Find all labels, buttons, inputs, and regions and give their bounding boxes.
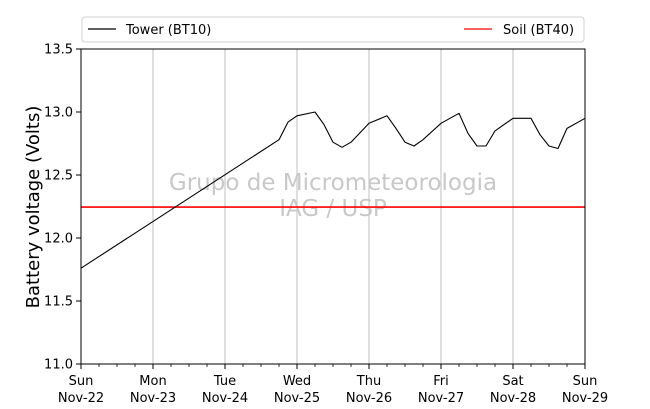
series-line-tower (80, 111, 586, 269)
legend-box (81, 16, 585, 43)
y-tick-label: 11.5 (44, 295, 73, 310)
x-tick-label-date: Nov-29 (562, 391, 608, 406)
y-tick-label: 12.0 (44, 232, 73, 247)
x-tick-label-day: Wed (283, 374, 311, 389)
legend: Tower (BT10) Soil (BT40) (81, 16, 585, 43)
y-tick-label: 13.0 (44, 106, 73, 121)
x-tick-label-date: Nov-23 (130, 391, 176, 406)
x-tick-label-day: Sat (502, 374, 523, 389)
x-tick-label-date: Nov-26 (346, 391, 392, 406)
x-tick-label-date: Nov-28 (490, 391, 536, 406)
x-tick-label-date: Nov-22 (58, 391, 104, 406)
x-tick-label-day: Thu (356, 374, 381, 389)
y-axis-label: Battery voltage (Volts) (23, 106, 44, 309)
y-tick-label: 13.5 (44, 43, 73, 58)
x-tick-label-day: Tue (213, 374, 236, 389)
y-tick-label: 11.0 (44, 358, 73, 373)
series-layer (80, 111, 586, 269)
x-tick-label-date: Nov-25 (274, 391, 320, 406)
x-tick-label-day: Fri (433, 374, 449, 389)
axes: Sun Nov-22 Mon Nov-23 Tue Nov-24 Wed Nov-25 Thu N… (44, 43, 608, 407)
legend-label-tower: Tower (BT10) (125, 23, 211, 38)
watermark: Grupo de Micrometeorologia IAG / USP (169, 170, 497, 222)
legend-label-soil: Soil (BT40) (503, 23, 574, 38)
watermark-line-1: Grupo de Micrometeorologia (169, 170, 497, 196)
x-tick-label-date: Nov-27 (418, 391, 464, 406)
watermark-line-2: IAG / USP (279, 196, 387, 222)
x-tick-label-day: Mon (139, 374, 166, 389)
x-tick-label-date: Nov-24 (202, 391, 248, 406)
x-tick-label-day: Sun (69, 374, 94, 389)
y-tick-label: 12.5 (44, 169, 73, 184)
x-tick-label-day: Sun (573, 374, 598, 389)
